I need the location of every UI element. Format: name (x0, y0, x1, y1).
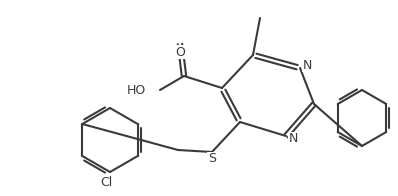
Text: HO: HO (127, 83, 146, 96)
Text: Cl: Cl (100, 175, 112, 189)
Text: O: O (175, 45, 185, 58)
Text: N: N (288, 132, 298, 145)
Text: S: S (208, 152, 216, 165)
Text: N: N (302, 58, 312, 72)
